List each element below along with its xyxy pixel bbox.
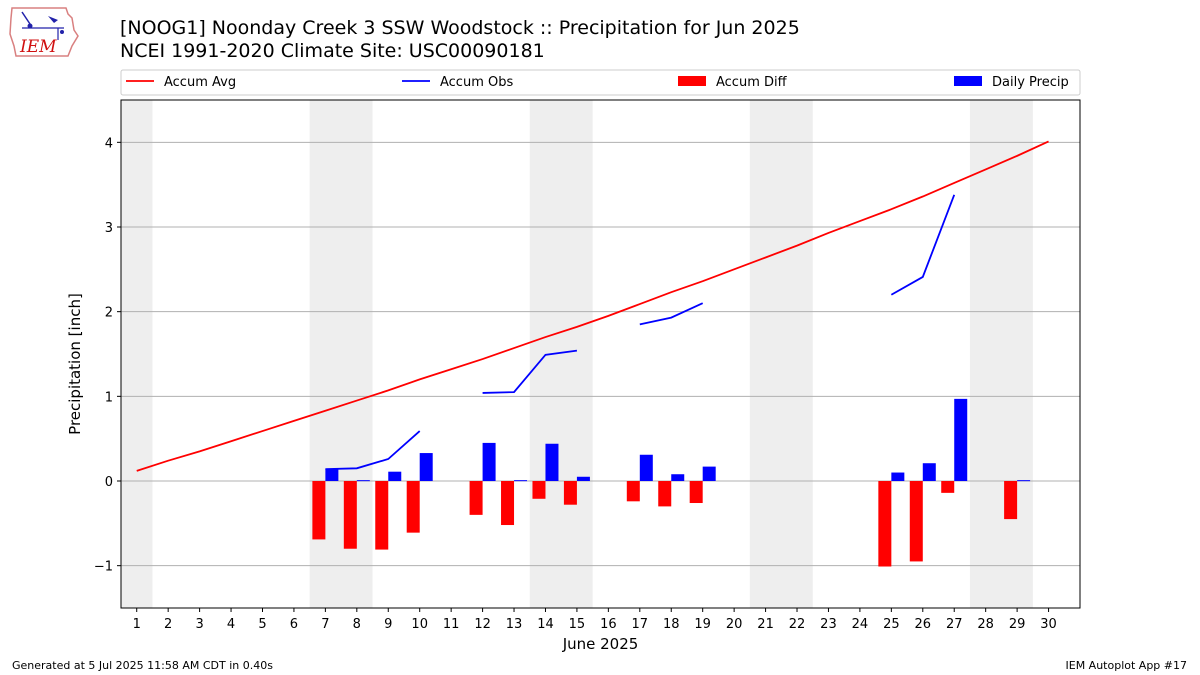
- x-tick-label: 21: [757, 617, 774, 632]
- x-tick-label: 9: [384, 617, 392, 632]
- x-tick-label: 30: [1040, 617, 1057, 632]
- app-label: IEM Autoplot App #17: [1065, 659, 1188, 672]
- legend-accum-obs-label: Accum Obs: [440, 75, 513, 90]
- x-tick-label: 20: [726, 617, 743, 632]
- accum-diff-bar: [878, 481, 892, 567]
- accum-diff-bar: [406, 481, 420, 533]
- x-tick-label: 7: [321, 617, 329, 632]
- x-tick-label: 3: [195, 617, 203, 632]
- daily-precip-bar: [576, 476, 590, 481]
- daily-precip-bar: [356, 480, 370, 482]
- y-tick-label: 2: [105, 306, 113, 321]
- y-tick-label: 4: [105, 136, 113, 151]
- daily-precip-bar: [954, 398, 968, 481]
- x-axis-label: June 2025: [562, 635, 639, 653]
- chart-title: [NOOG1] Noonday Creek 3 SSW Woodstock ::…: [120, 17, 800, 39]
- x-tick-label: 4: [227, 617, 235, 632]
- weekend-shade: [969, 100, 1033, 608]
- x-tick-label: 29: [1009, 617, 1026, 632]
- accum-diff-bar: [909, 481, 923, 562]
- x-tick-label: 25: [883, 617, 900, 632]
- daily-precip-bar: [671, 474, 685, 481]
- x-tick-label: 8: [353, 617, 361, 632]
- daily-precip-bar: [702, 466, 716, 481]
- accum-diff-bar: [469, 481, 483, 515]
- legend-accum-diff-label: Accum Diff: [716, 75, 788, 90]
- x-tick-label: 28: [977, 617, 994, 632]
- daily-precip-bar: [545, 443, 559, 481]
- accum-diff-bar: [501, 481, 515, 526]
- legend-daily-precip-label: Daily Precip: [992, 75, 1069, 90]
- daily-precip-bar: [639, 454, 653, 481]
- accum-obs-line: [482, 349, 578, 394]
- x-tick-label: 5: [258, 617, 266, 632]
- accum-diff-bar: [375, 481, 389, 550]
- y-tick-label: 3: [105, 221, 113, 236]
- accum-diff-bar: [532, 481, 546, 499]
- y-tick-label: −1: [94, 560, 113, 575]
- accum-diff-bar: [689, 481, 703, 504]
- accum-diff-bar: [626, 481, 640, 502]
- y-tick-label: 1: [105, 390, 113, 405]
- x-tick-label: 6: [290, 617, 298, 632]
- svg-text:IEM: IEM: [19, 37, 57, 57]
- daily-precip-bar: [388, 471, 402, 481]
- weekend-shade: [749, 100, 813, 608]
- accum-diff-bar: [658, 481, 672, 507]
- accum-diff-bar: [312, 481, 326, 540]
- plot-frame: [120, 99, 1081, 609]
- daily-precip-bar: [1017, 480, 1031, 482]
- accum-obs-line: [639, 302, 704, 326]
- legend: Accum Avg Accum Obs Accum Diff Daily Precip: [120, 69, 1081, 96]
- x-tick-label: 13: [506, 617, 523, 632]
- legend-accum-avg-label: Accum Avg: [164, 75, 236, 90]
- daily-precip-bar: [419, 453, 433, 481]
- x-tick-label: 17: [632, 617, 649, 632]
- accum-diff-bar: [343, 481, 357, 549]
- daily-precip-bar: [325, 469, 339, 481]
- weekend-shade: [121, 100, 153, 608]
- x-tick-label: 14: [537, 617, 554, 632]
- x-tick-label: 12: [474, 617, 491, 632]
- accum-obs-line: [325, 430, 421, 471]
- accum-obs-line: [890, 194, 956, 296]
- weekend-shade: [529, 100, 593, 608]
- legend-box: [120, 69, 1081, 96]
- daily-precip-bar: [922, 463, 936, 481]
- x-tick-label: 2: [164, 617, 172, 632]
- x-tick-label: 15: [569, 617, 586, 632]
- daily-precip-bar: [891, 472, 905, 481]
- daily-precip-bar: [482, 442, 496, 481]
- x-tick-label: 16: [600, 617, 617, 632]
- y-tick-label: 0: [105, 475, 113, 490]
- x-tick-label: 19: [694, 617, 711, 632]
- chart-subtitle: NCEI 1991-2020 Climate Site: USC00090181: [120, 40, 545, 62]
- accum-diff-bar: [941, 481, 955, 493]
- iem-logo: IEM: [9, 7, 79, 57]
- x-tick-label: 24: [852, 617, 869, 632]
- x-tick-label: 18: [663, 617, 680, 632]
- x-tick-label: 27: [946, 617, 963, 632]
- y-axis-label: Precipitation [inch]: [66, 293, 84, 435]
- x-tick-label: 26: [915, 617, 932, 632]
- x-tick-label: 22: [789, 617, 806, 632]
- accum-avg-line: [136, 140, 1049, 472]
- legend-accum-diff-swatch: [678, 76, 706, 86]
- x-tick-label: 10: [411, 617, 428, 632]
- x-tick-label: 11: [443, 617, 460, 632]
- daily-precip-bar: [514, 480, 528, 482]
- accum-diff-bar: [1004, 481, 1018, 520]
- x-tick-label: 23: [820, 617, 837, 632]
- legend-daily-precip-swatch: [954, 76, 982, 86]
- accum-diff-bar: [563, 481, 577, 505]
- x-tick-label: 1: [133, 617, 141, 632]
- generated-timestamp: Generated at 5 Jul 2025 11:58 AM CDT in …: [12, 659, 273, 672]
